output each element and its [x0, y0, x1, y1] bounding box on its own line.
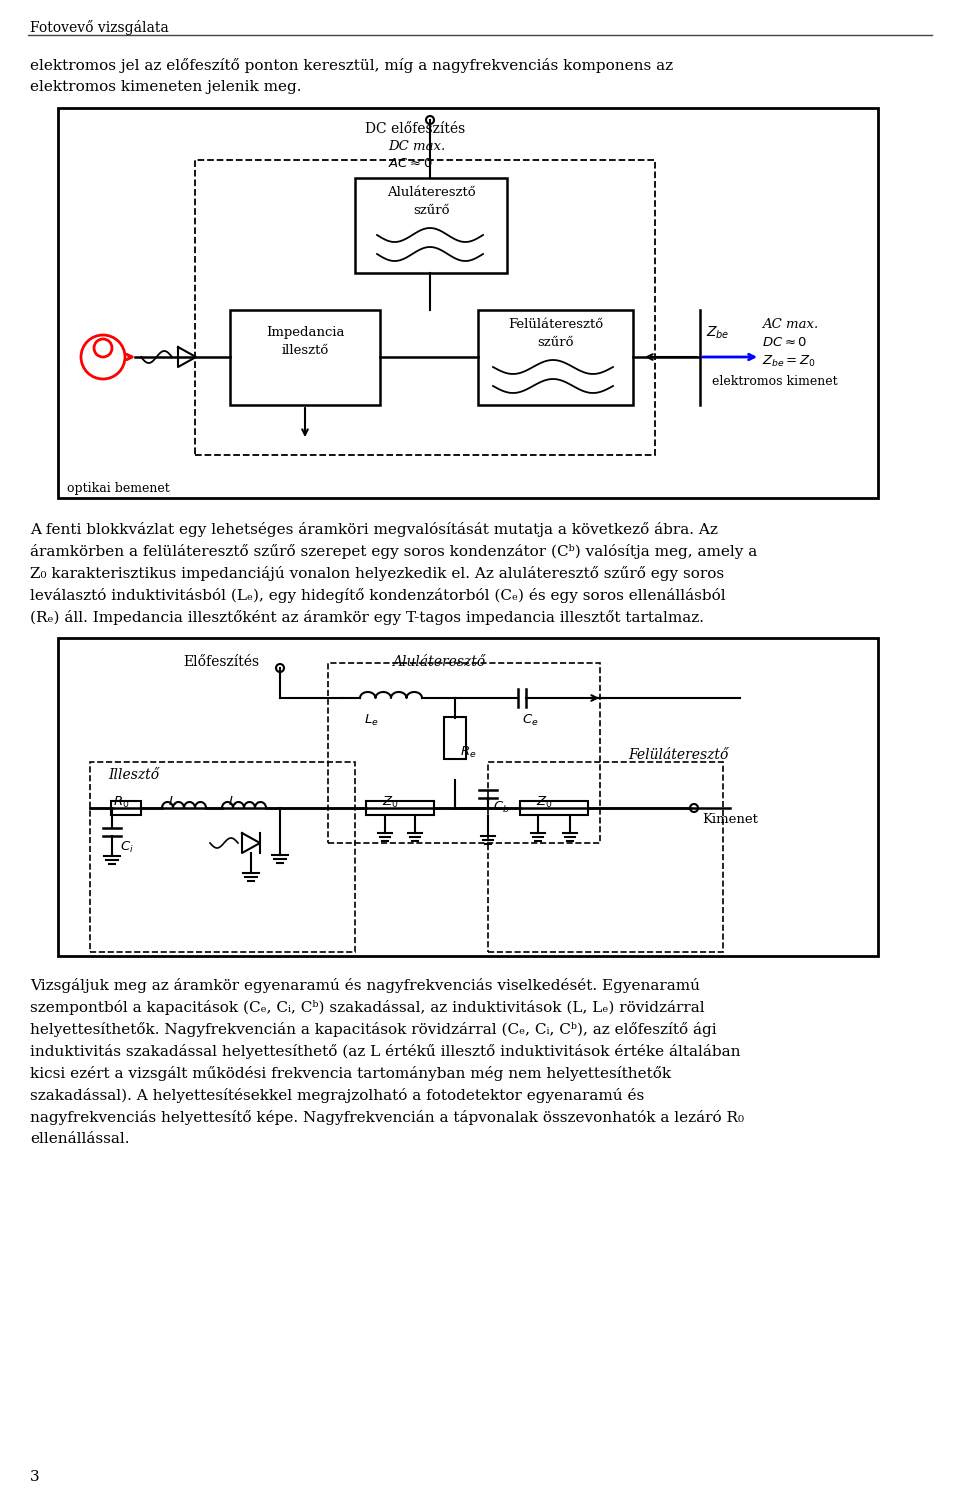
- Bar: [488, 761, 723, 951]
- Text: Fotovevő vizsgálata: Fotovevő vizsgálata: [30, 19, 169, 34]
- Text: Felüláteresztő: Felüláteresztő: [508, 319, 603, 331]
- Text: Előfeszítés: Előfeszítés: [183, 655, 259, 669]
- Text: elektromos kimenet: elektromos kimenet: [712, 375, 838, 387]
- Text: DC max.: DC max.: [388, 141, 445, 153]
- Text: AC max.: AC max.: [762, 319, 818, 331]
- Text: $Z_{be}$: $Z_{be}$: [706, 325, 730, 341]
- Bar: [111, 800, 141, 815]
- Text: $DC \approx 0$: $DC \approx 0$: [762, 337, 807, 349]
- Text: Aluláteresztő: Aluláteresztő: [392, 655, 485, 669]
- Text: nagyfrekvenciás helyettesítő képe. Nagyfrekvencián a tápvonalak összevonhatók a : nagyfrekvenciás helyettesítő képe. Nagyf…: [30, 1110, 744, 1125]
- Bar: [58, 108, 878, 498]
- Text: Z₀ karakterisztikus impedanciájú vonalon helyezkedik el. Az aluláteresztő szűrő : Z₀ karakterisztikus impedanciájú vonalon…: [30, 565, 724, 580]
- Text: $L$: $L$: [228, 794, 236, 808]
- Text: Vizsgáljuk meg az áramkör egyenaramú és nagyfrekvenciás viselkedését. Egyenaramú: Vizsgáljuk meg az áramkör egyenaramú és …: [30, 978, 700, 993]
- Text: $R_0$: $R_0$: [113, 794, 130, 811]
- Text: Felüláteresztő: Felüláteresztő: [628, 748, 729, 761]
- Text: $L$: $L$: [168, 794, 177, 808]
- Bar: [195, 160, 655, 455]
- Text: Aluláteresztő: Aluláteresztő: [387, 186, 475, 199]
- Text: leválasztó induktivitásból (Lₑ), egy hidegítő kondenzátorból (Cₑ) és egy soros e: leválasztó induktivitásból (Lₑ), egy hid…: [30, 588, 726, 603]
- Text: áramkörben a felüláteresztő szűrő szerepet egy soros kondenzátor (Cᵇ) valósítja : áramkörben a felüláteresztő szűrő szerep…: [30, 545, 757, 560]
- Bar: [366, 800, 434, 815]
- Bar: [444, 717, 466, 758]
- Text: $Z_{be}=Z_0$: $Z_{be}=Z_0$: [762, 355, 816, 370]
- Text: $C_i$: $C_i$: [120, 839, 133, 856]
- Text: illesztő: illesztő: [281, 344, 328, 358]
- Bar: [328, 663, 600, 844]
- Text: elektromos kimeneten jelenik meg.: elektromos kimeneten jelenik meg.: [30, 79, 301, 94]
- Bar: [355, 178, 507, 272]
- Text: $R_e$: $R_e$: [460, 745, 476, 760]
- Text: szűrő: szűrő: [538, 337, 574, 349]
- Text: $C_e$: $C_e$: [522, 714, 539, 729]
- Text: elektromos jel az előfeszítő ponton keresztül, míg a nagyfrekvenciás komponens a: elektromos jel az előfeszítő ponton kere…: [30, 58, 673, 73]
- Bar: [478, 310, 633, 405]
- Text: $Z_0$: $Z_0$: [536, 794, 553, 811]
- Text: helyettesíthetők. Nagyfrekvencián a kapacitások rövidzárral (Cₑ, Cᵢ, Cᵇ), az elő: helyettesíthetők. Nagyfrekvencián a kapa…: [30, 1022, 716, 1037]
- Text: Kimenet: Kimenet: [702, 812, 757, 826]
- Text: ellenállással.: ellenállással.: [30, 1132, 130, 1146]
- Bar: [58, 637, 878, 956]
- Text: (Rₑ) áll. Impedancia illesztőként az áramkör egy T-tagos impedancia illesztőt ta: (Rₑ) áll. Impedancia illesztőként az ára…: [30, 610, 704, 625]
- Text: 3: 3: [30, 1471, 39, 1484]
- Text: Illesztő: Illesztő: [108, 767, 159, 782]
- Bar: [90, 761, 355, 951]
- Text: szempontból a kapacitások (Cₑ, Cᵢ, Cᵇ) szakadással, az induktivitások (L, Lₑ) rö: szempontból a kapacitások (Cₑ, Cᵢ, Cᵇ) s…: [30, 999, 705, 1014]
- Text: $L_e$: $L_e$: [364, 714, 378, 729]
- Text: induktivitás szakadással helyettesíthető (az L értékű illesztő induktivitások ér: induktivitás szakadással helyettesíthető…: [30, 1044, 740, 1059]
- Text: $Z_0$: $Z_0$: [382, 794, 398, 811]
- Bar: [520, 800, 588, 815]
- Bar: [230, 310, 380, 405]
- Text: $C_b$: $C_b$: [493, 800, 510, 815]
- Text: Impedancia: Impedancia: [266, 326, 345, 340]
- Text: A fenti blokkvázlat egy lehetséges áramköri megvalósítását mutatja a következő á: A fenti blokkvázlat egy lehetséges áramk…: [30, 522, 718, 537]
- Text: DC előfeszítés: DC előfeszítés: [365, 123, 466, 136]
- Text: kicsi ezért a vizsgált működési frekvencia tartományban még nem helyettesíthetők: kicsi ezért a vizsgált működési frekvenc…: [30, 1067, 671, 1082]
- Text: optikai bemenet: optikai bemenet: [67, 482, 170, 495]
- Text: $AC \approx 0$: $AC \approx 0$: [388, 157, 433, 171]
- Text: szűrő: szűrő: [413, 203, 449, 217]
- Text: szakadással). A helyettesítésekkel megrajzolható a fotodetektor egyenaramú és: szakadással). A helyettesítésekkel megra…: [30, 1088, 644, 1103]
